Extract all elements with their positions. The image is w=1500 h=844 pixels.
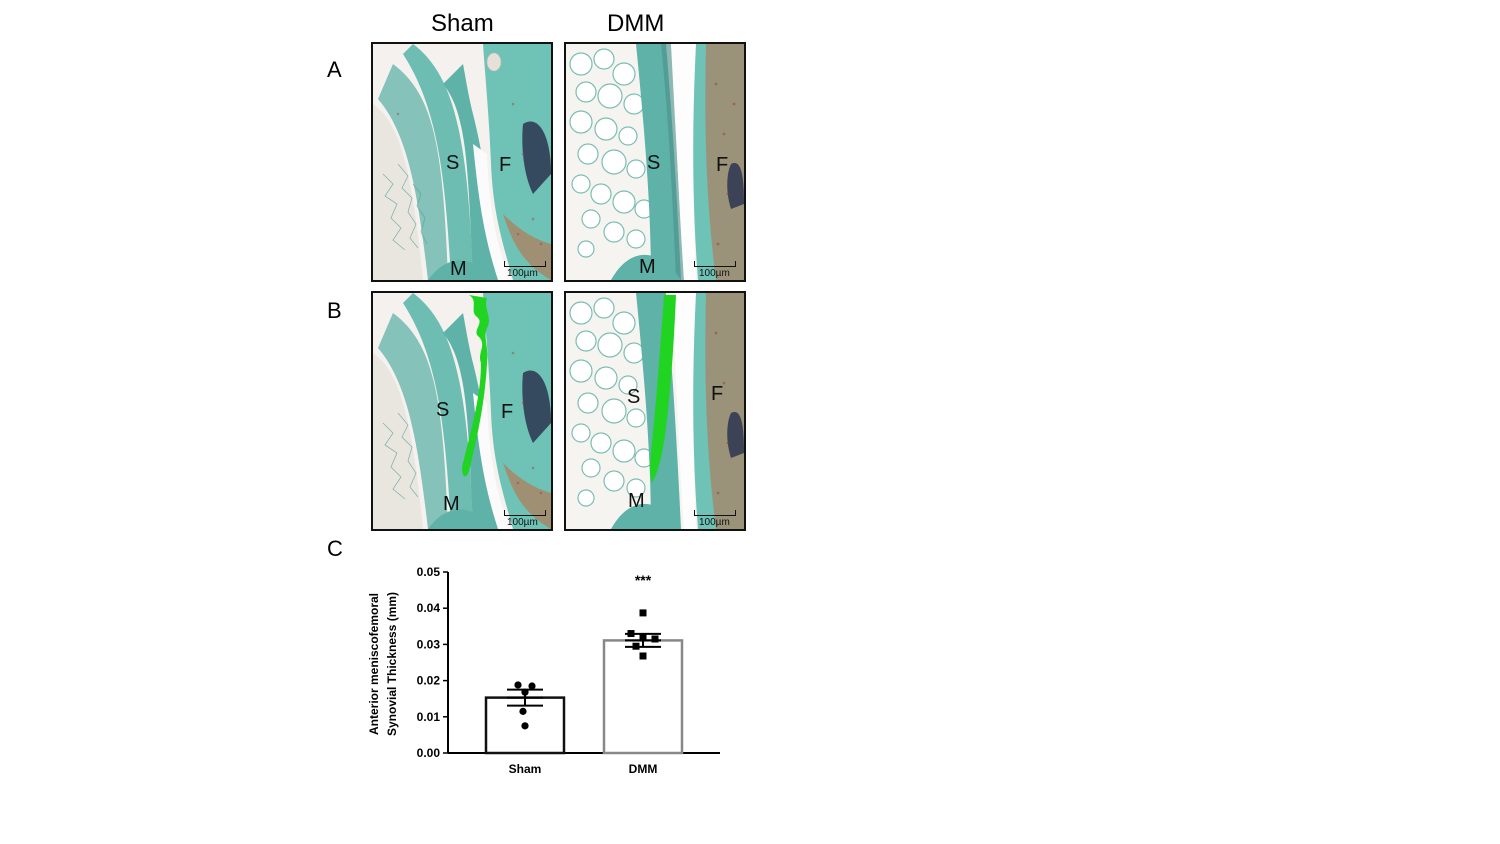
label-synovium-b-dmm: S bbox=[627, 386, 641, 408]
y-axis-label: Anterior meniscofemoral Synovial Thickne… bbox=[367, 592, 399, 736]
micrograph-b-sham: S F M 100µm bbox=[371, 291, 553, 531]
data-point-sham bbox=[528, 682, 536, 690]
data-point-dmm bbox=[651, 635, 659, 643]
label-meniscus-b-dmm: M bbox=[628, 490, 645, 512]
column-header-dmm: DMM bbox=[607, 10, 665, 37]
label-meniscus-b-sham: M bbox=[443, 493, 460, 515]
column-header-sham: Sham bbox=[431, 10, 494, 37]
y-axis: 0.00 0.01 0.02 0.03 0.04 0.05 bbox=[417, 565, 449, 760]
scale-bar-b-sham bbox=[504, 510, 546, 516]
y-axis-label-line-1: Anterior meniscofemoral bbox=[367, 593, 381, 735]
y-tick-label: 0.05 bbox=[417, 565, 441, 579]
label-synovium-a-dmm: S bbox=[647, 152, 661, 174]
data-point-dmm bbox=[632, 642, 640, 650]
scale-bar-b-dmm bbox=[694, 510, 736, 516]
label-femur-a-dmm: F bbox=[716, 154, 729, 176]
x-tick-label-dmm: DMM bbox=[629, 762, 658, 776]
y-tick-label: 0.03 bbox=[417, 637, 441, 651]
data-point-sham bbox=[521, 688, 529, 696]
data-points bbox=[514, 609, 659, 730]
label-femur-b-dmm: F bbox=[711, 383, 724, 405]
y-tick-label: 0.00 bbox=[417, 746, 441, 760]
data-point-dmm bbox=[639, 634, 647, 642]
y-tick-label: 0.01 bbox=[417, 710, 441, 724]
label-synovium-a-sham: S bbox=[446, 152, 460, 174]
data-point-sham bbox=[521, 722, 529, 730]
y-tick-label: 0.04 bbox=[417, 601, 441, 615]
micrograph-a-dmm: S F M 100µm bbox=[564, 42, 746, 282]
significance-annotation: *** bbox=[635, 572, 652, 588]
label-femur-b-sham: F bbox=[501, 401, 514, 423]
panel-letter-c: C bbox=[327, 536, 343, 561]
scale-text-b-sham: 100µm bbox=[507, 517, 538, 528]
bars bbox=[484, 632, 684, 755]
data-point-sham bbox=[519, 707, 527, 715]
y-axis-label-line-2: Synovial Thickness (mm) bbox=[385, 592, 399, 736]
scale-text-a-sham: 100µm bbox=[507, 268, 538, 279]
data-point-sham bbox=[514, 681, 522, 689]
scale-text-a-dmm: 100µm bbox=[699, 268, 730, 279]
panel-letter-b: B bbox=[327, 298, 342, 323]
x-axis: Sham DMM bbox=[448, 752, 720, 776]
data-point-dmm bbox=[627, 630, 635, 638]
y-tick-label: 0.02 bbox=[417, 674, 441, 688]
scale-bar-a-dmm bbox=[694, 261, 736, 267]
data-point-dmm bbox=[639, 652, 647, 660]
x-tick-label-sham: Sham bbox=[509, 762, 542, 776]
label-femur-a-sham: F bbox=[499, 154, 512, 176]
scale-text-b-dmm: 100µm bbox=[699, 517, 730, 528]
micrograph-b-dmm: S F M 100µm bbox=[564, 291, 746, 531]
panel-letter-a: A bbox=[327, 57, 342, 82]
micrograph-a-sham: S F M 100µm bbox=[371, 42, 553, 282]
bar-chart: Anterior meniscofemoral Synovial Thickne… bbox=[367, 565, 720, 776]
label-meniscus-a-sham: M bbox=[450, 258, 467, 280]
label-meniscus-a-dmm: M bbox=[639, 256, 656, 278]
label-synovium-b-sham: S bbox=[436, 399, 450, 421]
data-point-dmm bbox=[639, 609, 647, 617]
scale-bar-a-sham bbox=[504, 261, 546, 267]
